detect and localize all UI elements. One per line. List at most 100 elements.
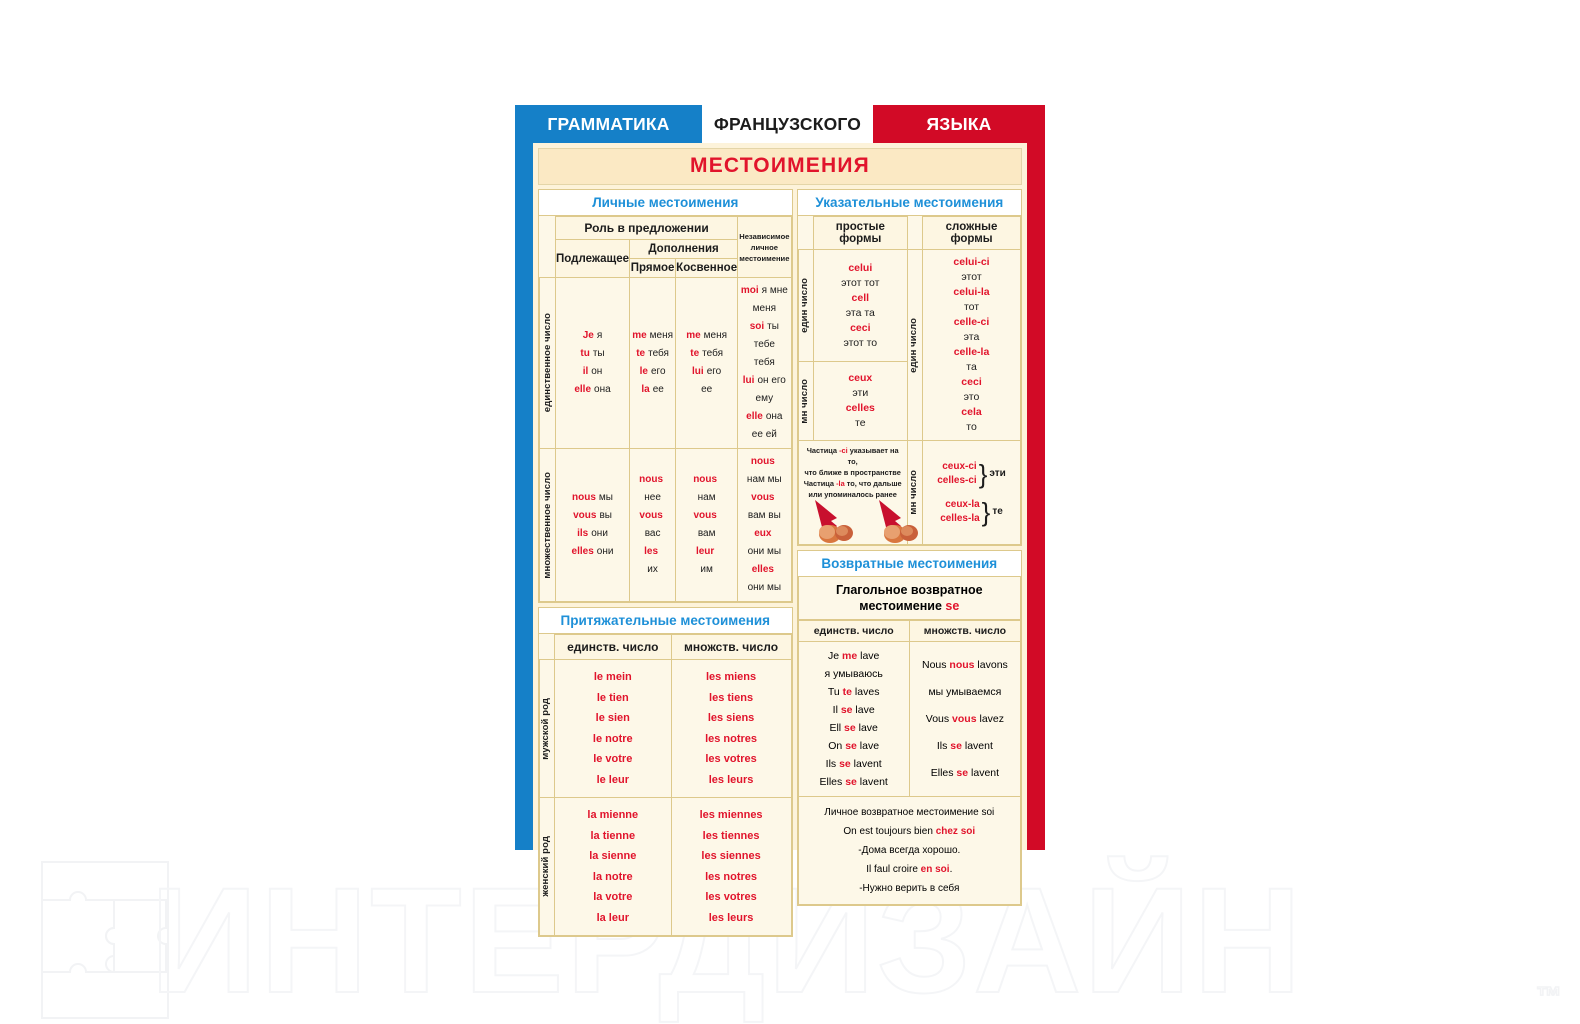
phrase-highlight: se [840, 704, 853, 716]
fr-word: elle [574, 384, 592, 395]
complex-singular-list: celui-ci этот celui-la тот celle-ci эта celle-… [924, 251, 1019, 439]
pronoun-row: vous [740, 489, 788, 507]
ru-word: ты тебе [753, 321, 779, 350]
phrase-highlight: chez soi [935, 826, 976, 837]
reflexive-subtitle-line2: местоимение [859, 599, 946, 613]
fr-word: moi [740, 285, 759, 296]
phrase-row: Личное возвратное местоимение soi [803, 803, 1016, 822]
phrase-row: мы умываемся [913, 679, 1017, 706]
pronoun-row: le его [632, 363, 673, 381]
pronoun-item: les leurs [708, 911, 754, 924]
phrase-highlight: se [956, 766, 969, 779]
pronoun-row: lui его [678, 363, 735, 381]
ru-word: меня [752, 303, 777, 314]
simple-plural-list: ceux эти celles те [815, 367, 906, 435]
ru-word: вам вы [747, 510, 781, 521]
phrase-c: lave [852, 704, 875, 716]
phrase-row: Vous vous lavez [913, 706, 1017, 733]
pronoun-item: les leurs [708, 773, 754, 786]
pronoun-row: vous вы [558, 507, 627, 525]
demonstrative-pronouns-table: простые формы сложные формы един число c… [797, 216, 1021, 545]
dem-simple-singular-label: един число [797, 248, 814, 363]
note-line-1: Частица -ci указывает на то, [806, 446, 899, 466]
brace-words: ceux-ci celles-ci [937, 460, 977, 486]
fr-word: le [639, 366, 648, 377]
ru-word: нам [697, 492, 716, 503]
dem-ru: тот [963, 301, 980, 313]
phrase-c: laves [852, 686, 880, 698]
pronoun-row: elle она [558, 381, 627, 399]
pronoun-row: elles они [558, 543, 627, 561]
phrase-highlight: se [845, 776, 857, 788]
dem-complex-plural-label: мн число [906, 440, 924, 545]
pronoun-item: la sienne [589, 850, 637, 862]
particle-note: Частица -ci указывает на то, что ближе в … [799, 441, 907, 500]
fr-word: nous [693, 474, 718, 485]
possessive-pronouns-title: Притяжательные местоимения [539, 608, 792, 634]
simple-singular-list: celui этот тот cell эта та ceci этот то [815, 257, 906, 355]
pronoun-row: nous [632, 471, 673, 489]
pronoun-item: les notres [705, 870, 758, 883]
watermark-tm: ™ [1535, 980, 1563, 1012]
pronoun-row: te тебя [632, 345, 673, 363]
fr-word: il [582, 366, 589, 377]
ru-word: вам [697, 528, 716, 539]
phrase-c: lave [855, 722, 878, 734]
phrase-a: Il faul croire [866, 864, 921, 875]
pronoun-item: le tien [596, 691, 629, 704]
phrase-row: Elles se lavent [913, 760, 1017, 787]
reflexive-subtitle: Глагольное возвратное местоимение se [797, 577, 1021, 620]
ru-word: вас [644, 528, 661, 539]
direct-header: Прямое [629, 258, 677, 278]
fr-word: Je [582, 330, 594, 341]
phrase-c: lave [856, 740, 880, 752]
pronoun-row: меня [740, 300, 788, 318]
pronoun-row: вам вы [740, 507, 788, 525]
pronoun-item: le sien [595, 712, 630, 724]
dem-ru: этот [961, 271, 982, 283]
ru-word: нам мы [746, 474, 782, 485]
poster-header: ГРАММАТИКА ФРАНЦУЗСКОГО ЯЗЫКА [515, 105, 1045, 143]
phrase-a: On [828, 740, 846, 752]
indirect-header: Косвенное [675, 258, 739, 278]
pl-indirect-list: nous нам vous вам leur им [678, 471, 735, 579]
phrase-a: On est toujours bien [843, 826, 936, 837]
ru-word: тебя [702, 348, 723, 359]
ru-word: его [650, 366, 666, 377]
masc-singular-list: le mein le tien le sien le notre le votre le … [556, 661, 670, 796]
pronoun-item: le mein [593, 671, 632, 683]
pronoun-item: la leur [596, 911, 629, 924]
phrase-row: Je me lave [802, 647, 906, 665]
phrase-row: -Дома всегда хорошо. [803, 841, 1016, 860]
ru-word: он [591, 366, 603, 377]
phrase-a: Vous [925, 712, 953, 725]
fr-word: me [686, 330, 701, 341]
pronoun-row: nous мы [558, 489, 627, 507]
pl-independent-list: nous нам мы vous вам вы eux они мы elles они мы [740, 453, 788, 597]
ru-word: ее [652, 384, 664, 395]
pronoun-row: tu ты [558, 345, 627, 363]
dem-simple-plural-label: мн число [797, 361, 814, 441]
dem-fr: celles [845, 402, 875, 415]
pronoun-row: leur [678, 543, 735, 561]
fr-word: soi [749, 321, 765, 332]
pronoun-row: вам [678, 525, 735, 543]
phrase-c: lavent [961, 739, 993, 752]
phrase-c: lavent [968, 766, 1000, 779]
pronoun-item: les miennes [699, 809, 763, 821]
fr-word: nous [750, 456, 775, 467]
pronoun-item: les siens [707, 712, 755, 724]
phrase-a: Tu [827, 686, 843, 698]
refl-singular-list: Je me lave я умываюсь Tu te laves Il se lav… [800, 643, 908, 795]
page-title: МЕСТОИМЕНИЯ [538, 148, 1022, 185]
dem-ru: эта [963, 331, 980, 343]
pronoun-row: ils они [558, 525, 627, 543]
fr-word: eux [754, 528, 772, 539]
independent-header: Независимое личное местоимение [737, 216, 792, 278]
ru-word: меня [649, 330, 674, 341]
phrase-a: Личное возвратное местоимение soi [824, 807, 995, 818]
fr-word: elle [746, 411, 763, 422]
singular-label: единственное число [539, 277, 556, 449]
reflexive-table: единств. число множств. число Je me lave… [797, 620, 1022, 797]
ru-word: они мы [747, 546, 782, 557]
